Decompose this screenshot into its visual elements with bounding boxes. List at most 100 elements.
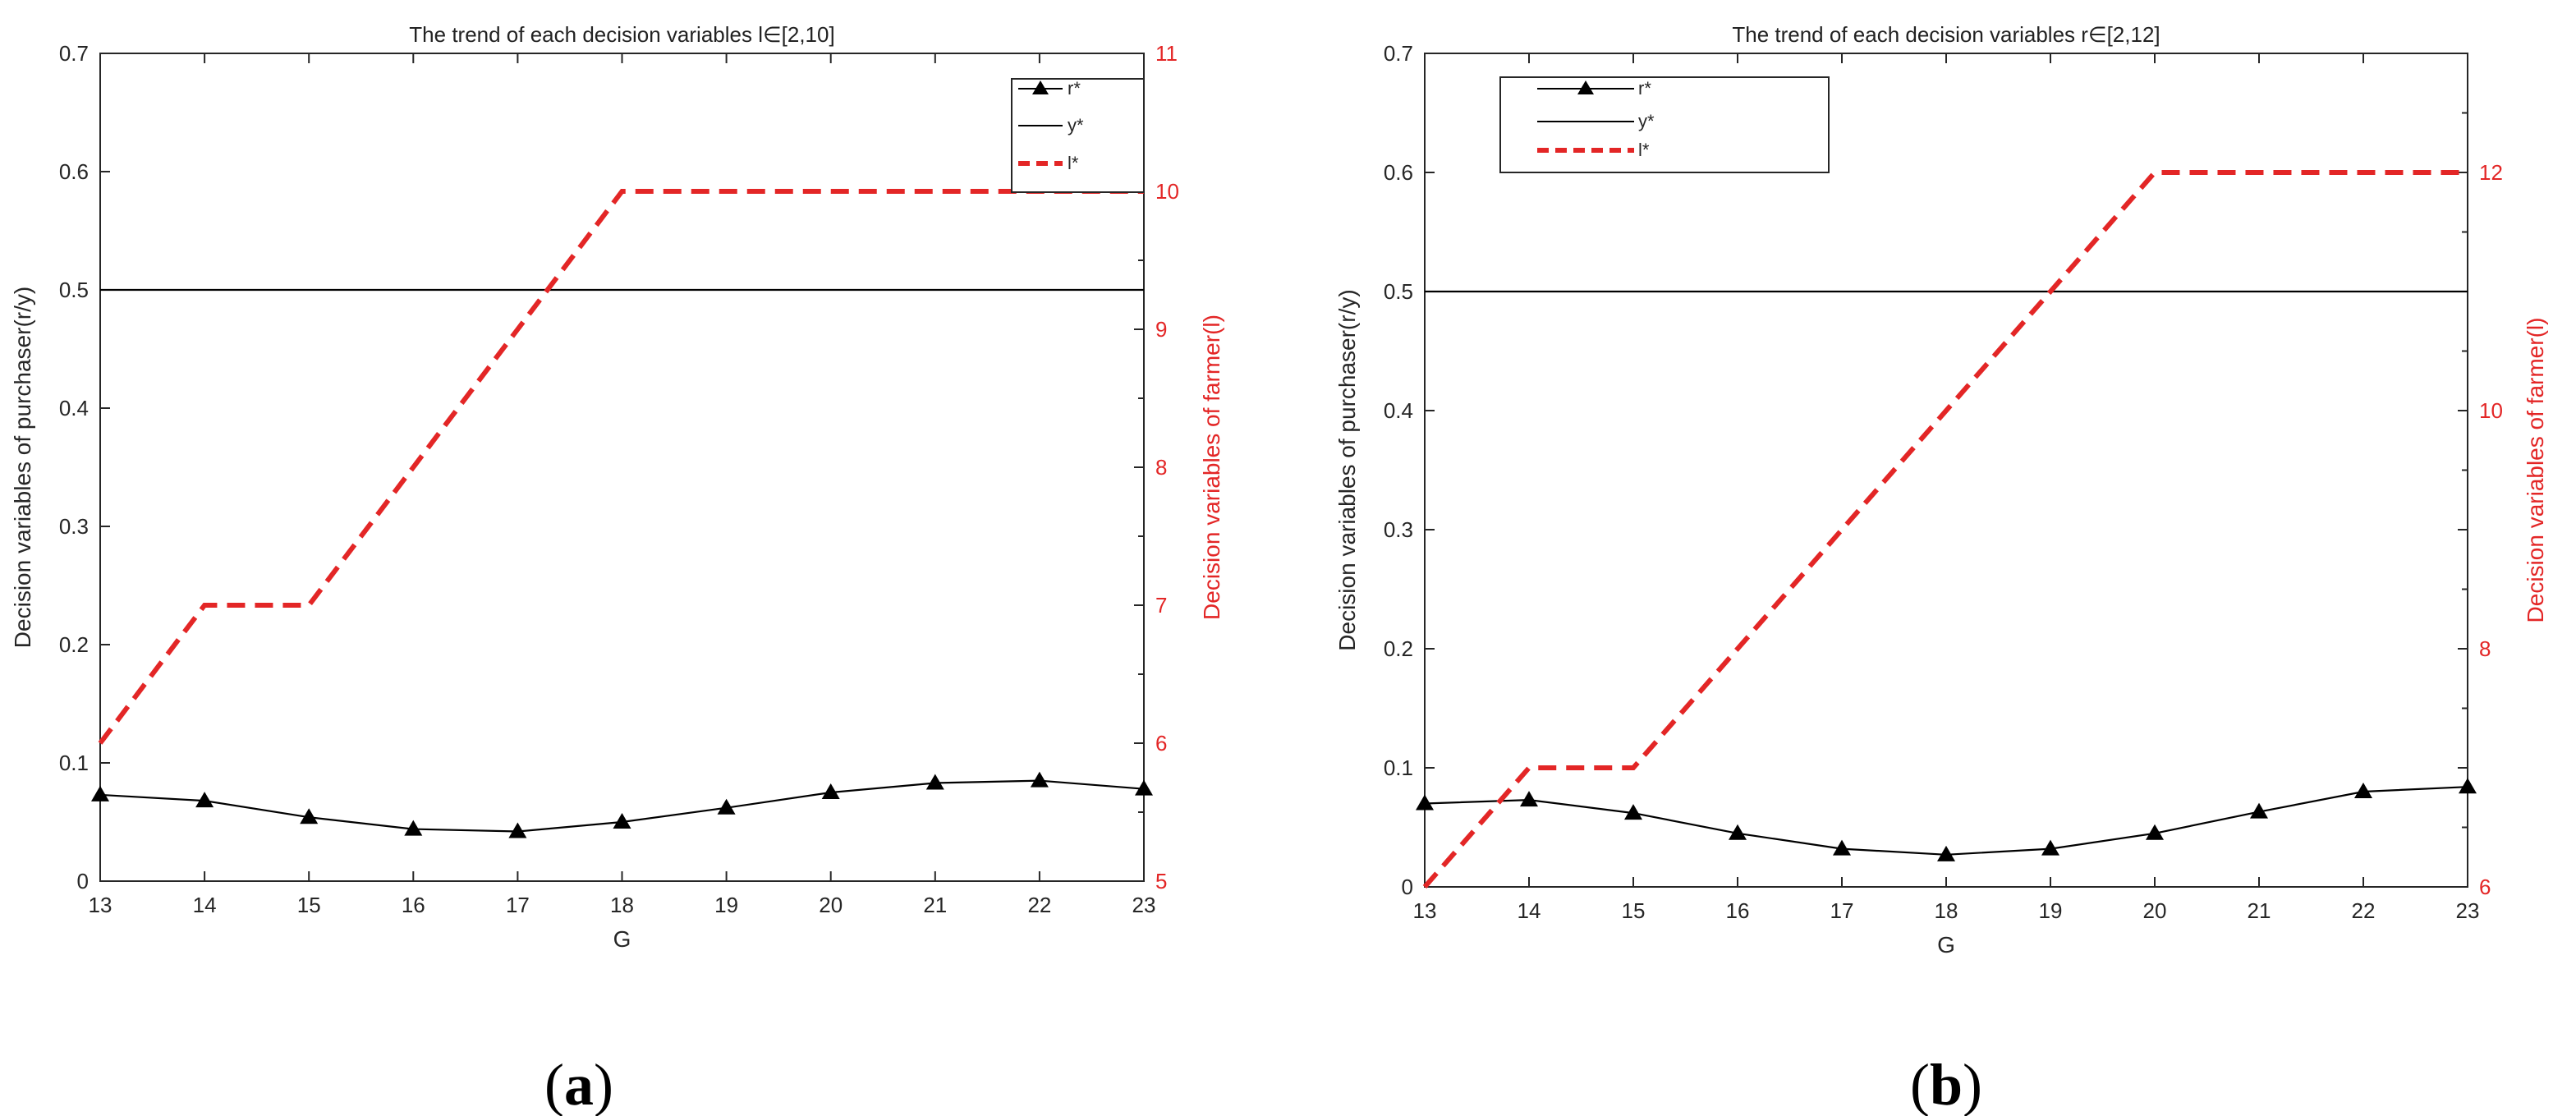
y-right-tick-label: 5 [1155, 869, 1167, 893]
legend-box [1499, 76, 1830, 173]
x-tick-label: 14 [1518, 898, 1541, 923]
y-right-axis-label: Decision variables of farmer(l) [2523, 318, 2548, 623]
y-right-tick-label: 12 [2479, 160, 2503, 185]
data-point-marker [1030, 771, 1049, 788]
y-right-tick-label: 9 [1155, 317, 1167, 342]
figure-caption: (b) [1910, 1052, 1982, 1116]
x-tick-label: 20 [819, 893, 843, 917]
chart-panel-b: The trend of each decision variables r∈[… [1334, 22, 2548, 1116]
series-line-l-star [98, 189, 1144, 745]
data-point-marker [404, 820, 423, 836]
x-tick-label: 23 [2456, 898, 2480, 923]
y-tick-label: 0.6 [59, 159, 89, 184]
x-tick-label: 16 [402, 893, 425, 917]
x-tick-label: 17 [506, 893, 530, 917]
y-right-tick-label: 7 [1155, 593, 1167, 618]
y-right-tick-label: 10 [2479, 398, 2503, 423]
data-point-marker [1937, 845, 1955, 861]
y-right-tick-label: 10 [1155, 179, 1179, 204]
data-point-marker [925, 774, 944, 790]
x-tick-label: 20 [2143, 898, 2167, 923]
x-axis-label: G [1937, 932, 1955, 958]
x-tick-label: 19 [714, 893, 738, 917]
x-axis-label: G [613, 926, 631, 952]
data-point-marker [2146, 824, 2164, 840]
data-point-marker [508, 822, 527, 838]
series-line-l-star [1422, 170, 2468, 889]
data-point-marker [717, 798, 736, 815]
y-tick-label: 0.1 [59, 751, 89, 775]
x-tick-label: 13 [89, 893, 112, 917]
chart-panel-a: The trend of each decision variables l∈[… [10, 22, 1224, 1116]
legend-label: y* [1638, 111, 1655, 131]
x-tick-label: 17 [1830, 898, 1854, 923]
data-point-marker [1624, 804, 1642, 820]
data-point-marker [91, 785, 109, 801]
x-tick-label: 23 [1132, 893, 1156, 917]
legend-label: l* [1068, 153, 1079, 173]
data-point-marker [195, 792, 214, 808]
data-point-marker [2250, 802, 2268, 819]
data-point-marker [821, 783, 840, 799]
y-tick-label: 0 [77, 869, 89, 893]
x-tick-label: 22 [1027, 893, 1051, 917]
y-tick-label: 0.3 [59, 514, 89, 539]
chart-title: The trend of each decision variables r∈[… [1732, 22, 2160, 47]
y-tick-label: 0.3 [1384, 517, 1413, 542]
caption-close-paren: ) [594, 1052, 613, 1116]
data-point-marker [1416, 794, 1434, 811]
y-tick-label: 0 [1402, 875, 1413, 899]
data-point-marker [2459, 778, 2477, 794]
y-axis-label: Decision variables of purchaser(r/y) [10, 287, 35, 648]
y-tick-label: 0.1 [1384, 755, 1413, 780]
x-tick-label: 22 [2352, 898, 2376, 923]
data-point-marker [1135, 779, 1153, 796]
y-right-axis-label: Decision variables of farmer(l) [1199, 315, 1224, 620]
y-axis-label: Decision variables of purchaser(r/y) [1334, 289, 1360, 650]
data-point-marker [2041, 839, 2059, 856]
caption-open-paren: ( [1910, 1052, 1930, 1116]
legend-label: y* [1068, 115, 1084, 135]
x-tick-label: 21 [2248, 898, 2271, 923]
caption-open-paren: ( [544, 1052, 564, 1116]
data-point-marker [1520, 791, 1538, 807]
caption-letter: b [1930, 1052, 1963, 1116]
data-point-marker [1729, 824, 1747, 840]
data-point-marker [300, 808, 319, 824]
x-tick-label: 15 [1622, 898, 1646, 923]
data-point-marker [1833, 839, 1851, 856]
plot-area [1424, 53, 2468, 888]
legend-marker [1032, 80, 1049, 94]
y-tick-label: 0.6 [1384, 160, 1413, 185]
legend-marker [1577, 80, 1594, 94]
y-tick-label: 0.2 [59, 632, 89, 657]
data-point-marker [613, 813, 631, 829]
data-point-marker [2354, 783, 2372, 798]
y-tick-label: 0.4 [59, 396, 89, 420]
y-tick-label: 0.7 [1384, 41, 1413, 66]
x-tick-label: 15 [297, 893, 321, 917]
y-right-tick-label: 6 [1155, 731, 1167, 755]
caption-letter: a [564, 1052, 594, 1116]
plot-area [99, 53, 1145, 882]
x-tick-label: 21 [923, 893, 947, 917]
y-tick-label: 0.7 [59, 41, 89, 66]
x-tick-label: 16 [1726, 898, 1750, 923]
caption-close-paren: ) [1963, 1052, 1982, 1116]
legend-box [1011, 78, 1145, 193]
series-line-r-star [1424, 786, 2468, 856]
y-right-tick-label: 11 [1155, 41, 1178, 66]
legend-label: r* [1638, 78, 1651, 99]
y-tick-label: 0.5 [59, 278, 89, 302]
legend-label: r* [1068, 78, 1081, 99]
y-tick-label: 0.5 [1384, 279, 1413, 304]
x-tick-label: 18 [1935, 898, 1958, 923]
y-tick-label: 0.4 [1384, 398, 1413, 423]
figure-caption: (a) [544, 1052, 613, 1116]
x-tick-label: 19 [2039, 898, 2063, 923]
y-right-tick-label: 6 [2479, 875, 2491, 899]
y-tick-label: 0.2 [1384, 636, 1413, 661]
chart-title: The trend of each decision variables l∈[… [409, 22, 834, 47]
x-tick-label: 13 [1413, 898, 1437, 923]
